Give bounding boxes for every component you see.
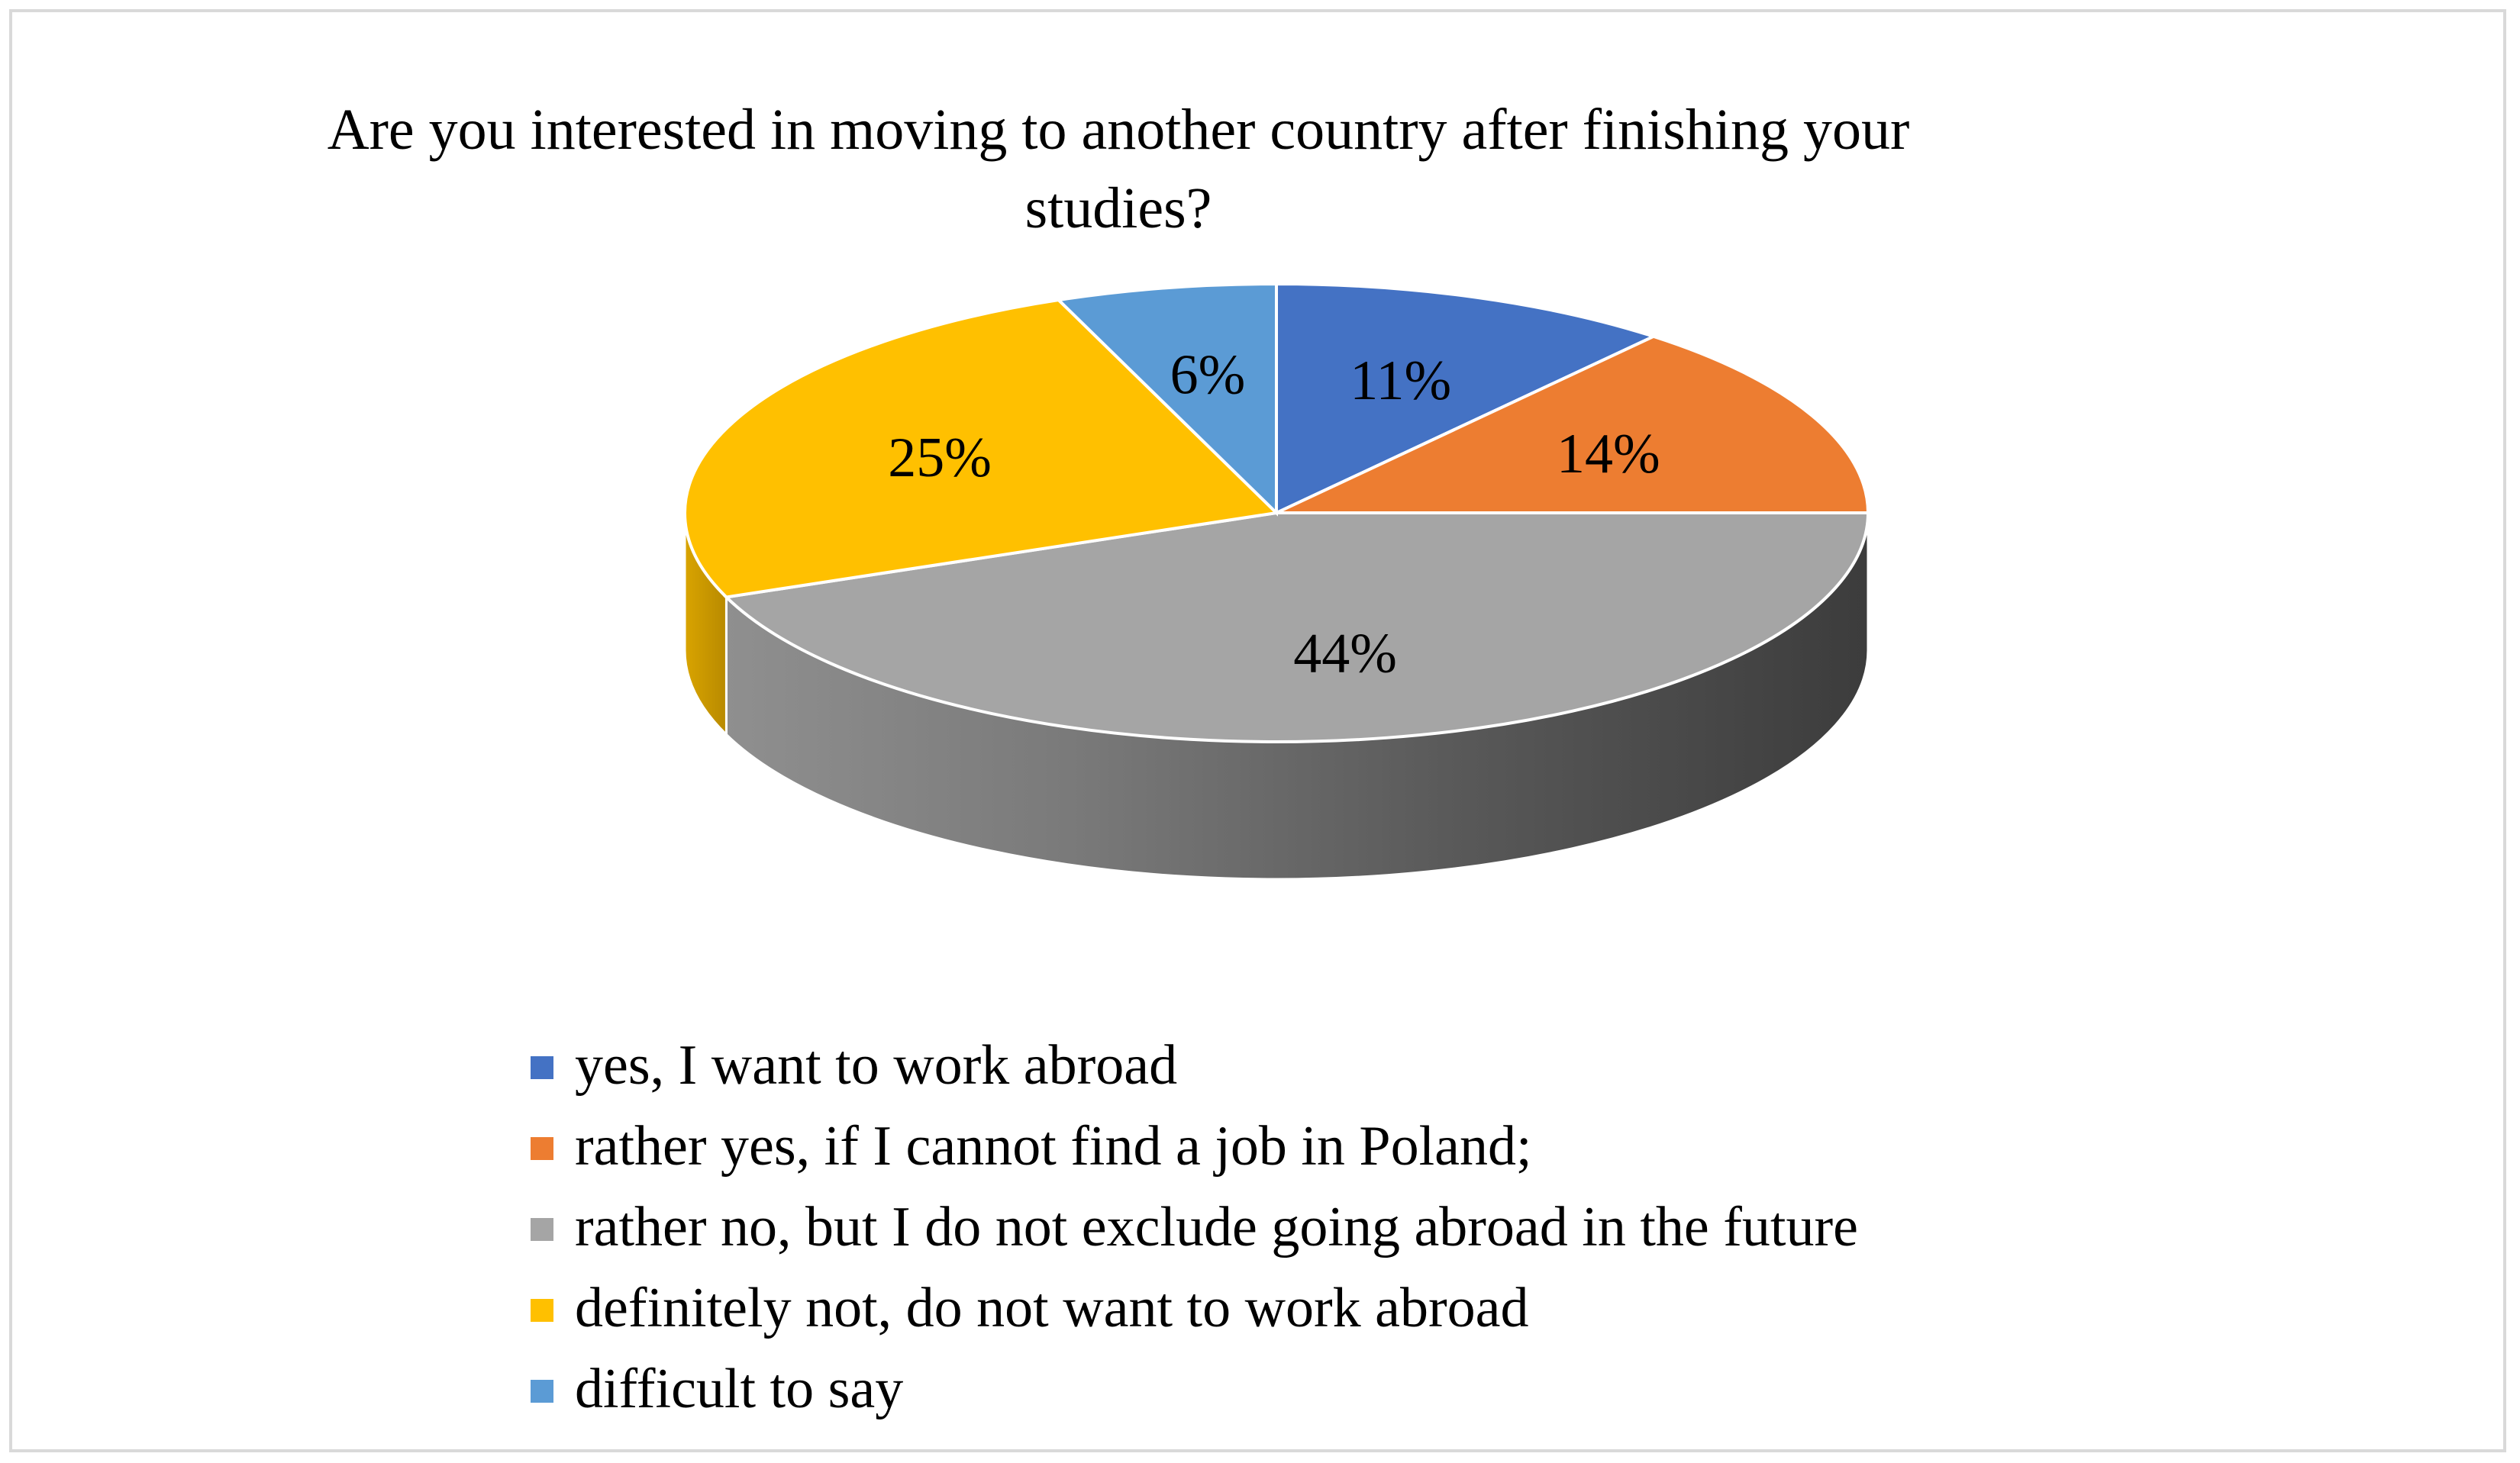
chart-title-line-2: studies? [1025,176,1212,240]
pie-slice-3 [683,298,1280,599]
legend-swatch-3 [531,1299,553,1322]
legend-label-1: rather yes, if I cannot find a job in Po… [575,1115,1532,1178]
legend-swatch-2 [531,1218,553,1241]
legend-swatch-0 [531,1056,553,1079]
legend-label-4: difficult to say [575,1358,903,1420]
legend: yes, I want to work abroad rather yes, if… [531,1034,1858,1420]
data-label-2: 44% [1293,623,1397,685]
data-label-3: 25% [888,427,992,489]
legend-swatch-1 [531,1137,553,1160]
legend-label-0: yes, I want to work abroad [575,1034,1177,1097]
chart-title-line-1: Are you interested in moving to another … [328,98,1910,162]
pie-slice-4 [1055,282,1278,517]
data-label-0: 11% [1350,350,1451,412]
pie-data-labels: 11% 14% 44% 25% 6% [888,343,1660,685]
legend-label-2: rather no, but I do not exclude going ab… [575,1196,1858,1258]
data-label-4: 6% [1170,343,1246,406]
pie-slice-1 [1276,334,1870,514]
legend-swatch-4 [531,1380,553,1403]
legend-label-3: definitely not, do not want to work abro… [575,1277,1529,1339]
pie-slice-0 [1275,282,1658,516]
pie-slices [683,282,1870,744]
data-label-1: 14% [1557,423,1660,485]
pie-slice-2 [723,511,1870,744]
